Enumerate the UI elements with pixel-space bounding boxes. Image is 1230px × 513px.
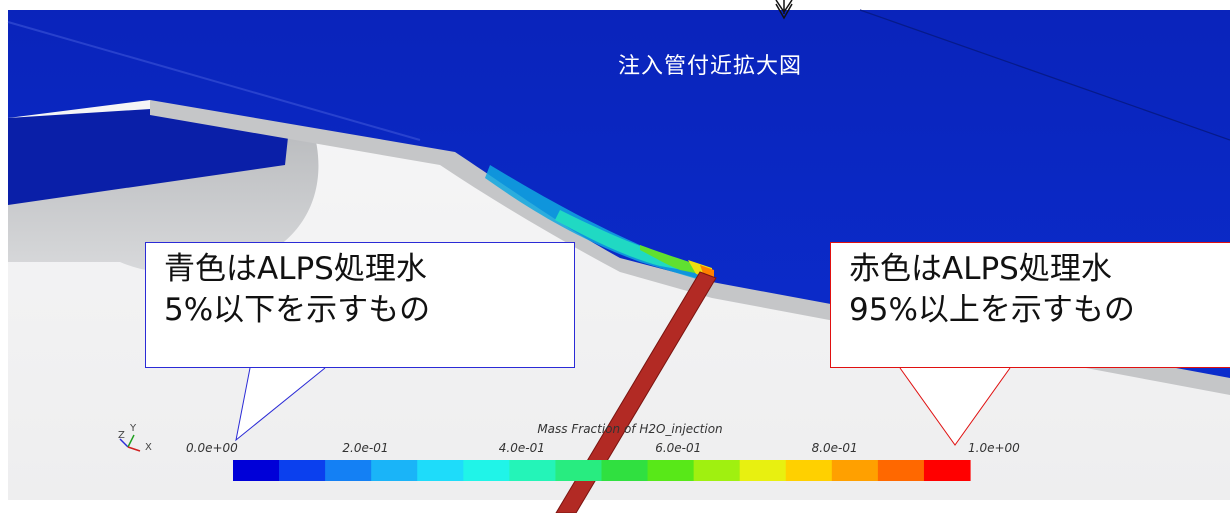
colorbar-segment [601, 460, 649, 481]
red-callout-line1: 赤色はALPS処理水 [849, 251, 1112, 287]
colorbar-segment [417, 460, 464, 481]
panel-line [859, 9, 1230, 141]
colorbar-segment [739, 460, 787, 481]
colorbar-segment [279, 460, 326, 481]
red-callout-line2: 95%以上を示すもの [849, 292, 1135, 328]
injection-pipe [555, 271, 717, 513]
colorbar-segment [693, 460, 741, 481]
colorbar-segment [463, 460, 510, 481]
colorbar-segment [785, 460, 833, 481]
colorbar-segment [325, 460, 372, 481]
down-arrow-icon [775, 0, 793, 20]
colorbar-title: Mass Fraction of H2O_injection [537, 422, 723, 436]
blue-callout-line2: 5%以下を示すもの [164, 292, 431, 328]
colorbar-segment [923, 460, 971, 481]
colorbar-tick-label: 1.0e+00 [968, 441, 1020, 455]
colorbar-tick-label: 6.0e-01 [655, 441, 702, 455]
colorbar-segment [555, 460, 603, 481]
colorbar-tick-label: 8.0e-01 [811, 441, 858, 455]
axis-z-label: Z [118, 430, 125, 441]
red-callout-pointer [899, 367, 1011, 446]
axis-x-label: X [145, 442, 152, 453]
colorbar-tick-label: 2.0e-01 [342, 441, 389, 455]
panel-line [7, 21, 421, 141]
view-title: 注入管付近拡大図 [617, 54, 802, 79]
orientation-axes-icon [119, 434, 141, 452]
colorbar-segment [877, 460, 925, 481]
colorbar-segment [509, 460, 557, 481]
colorbar [233, 460, 971, 481]
axis-y-label: Y [130, 423, 137, 434]
colorbar-tick-label: 0.0e+00 [186, 441, 238, 455]
blue-callout-line1: 青色はALPS処理水 [164, 251, 427, 287]
colorbar-tick-label: 4.0e-01 [498, 441, 545, 455]
red-callout: 赤色はALPS処理水 95%以上を示すもの [830, 242, 1230, 368]
colorbar-segment [371, 460, 418, 481]
colorbar-segment [831, 460, 879, 481]
colorbar-segment [647, 460, 695, 481]
blue-callout-pointer [235, 367, 326, 442]
colorbar-segment [233, 460, 280, 481]
blue-callout: 青色はALPS処理水 5%以下を示すもの [145, 242, 575, 368]
